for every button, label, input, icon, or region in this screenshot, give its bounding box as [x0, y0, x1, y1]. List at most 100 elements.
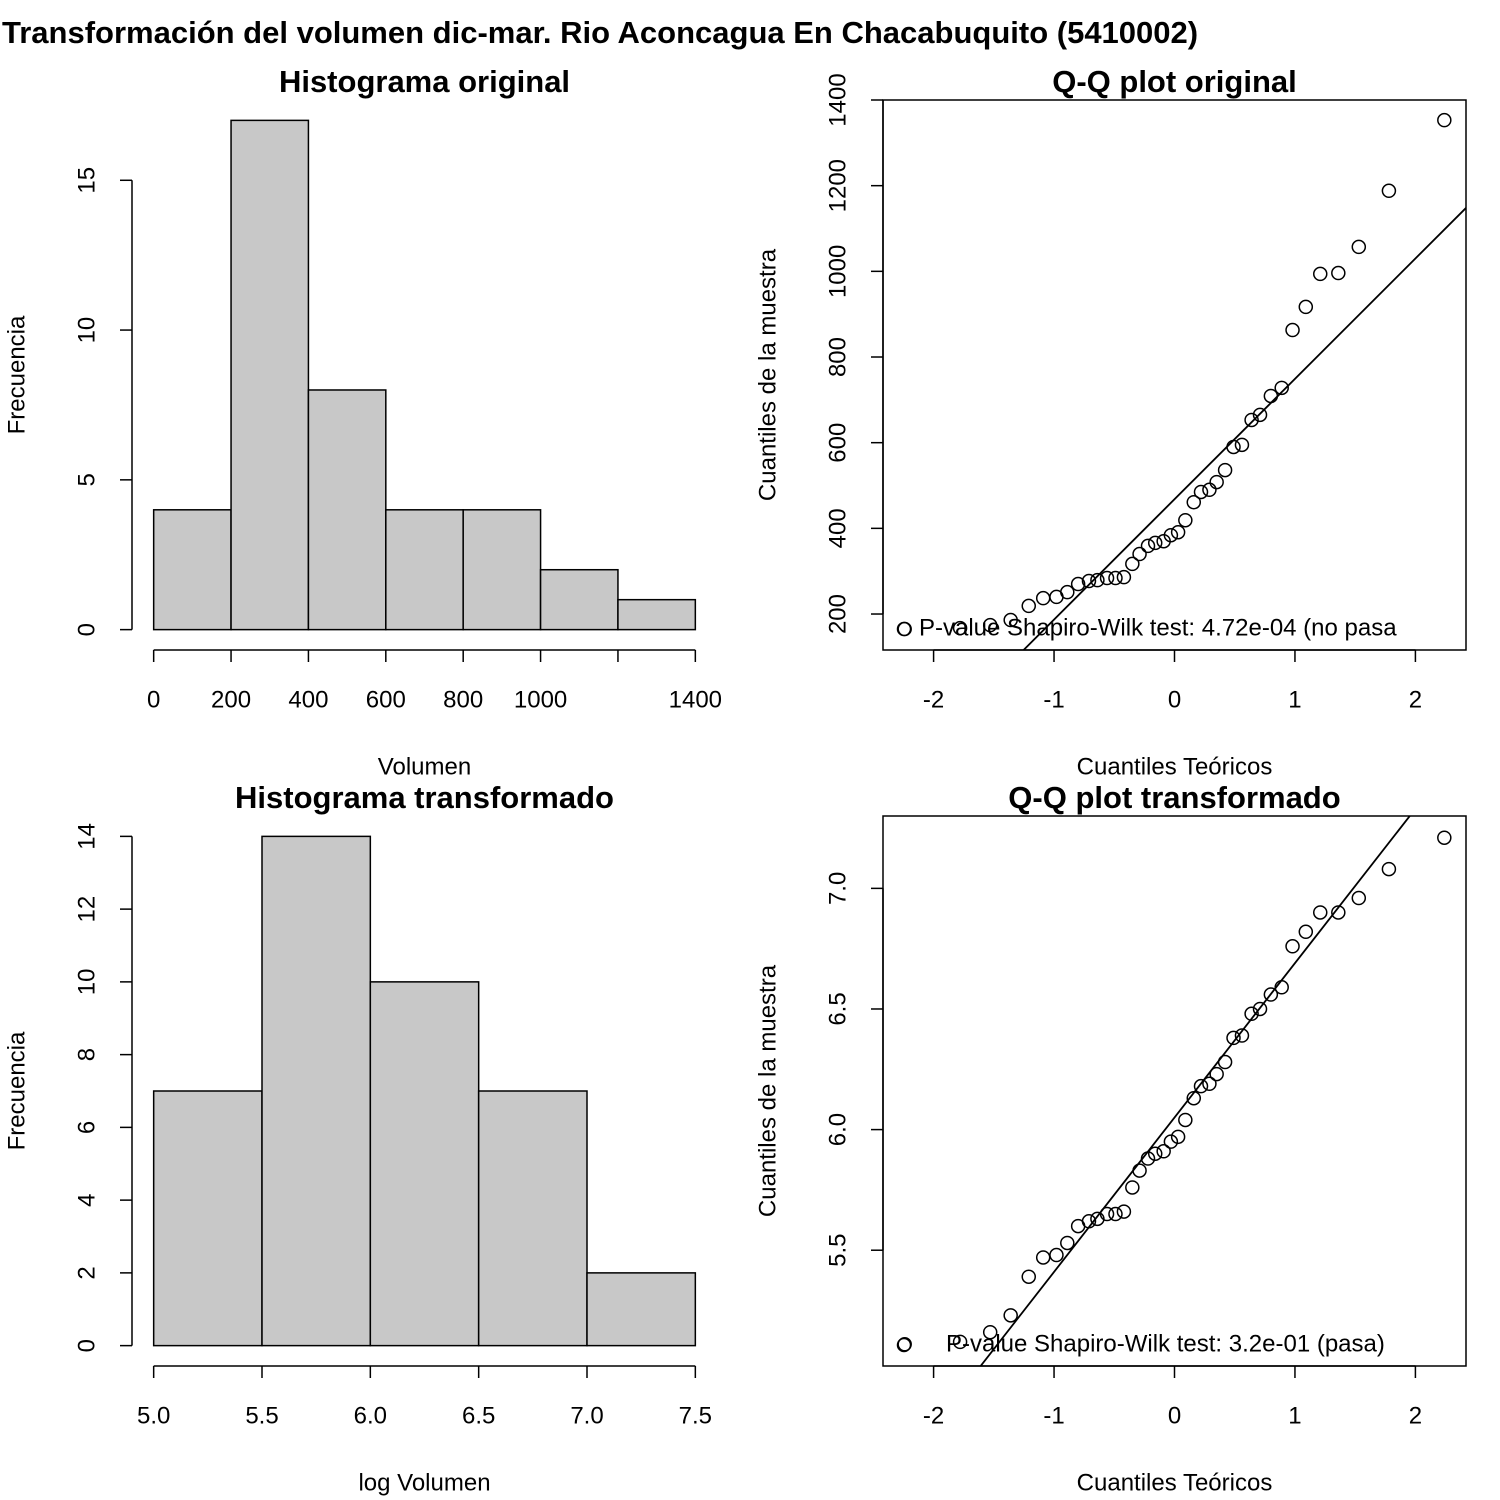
- qq-point: [1035, 1250, 1051, 1265]
- qq-point: [1099, 570, 1115, 586]
- x-tick-label: 0: [147, 686, 160, 713]
- x-tick-label: 7.0: [570, 1402, 603, 1429]
- qq-point: [1351, 239, 1367, 255]
- y-tick-label: 6.5: [824, 992, 851, 1025]
- qq-point: [1125, 1180, 1140, 1195]
- x-tick-label: -1: [1043, 1402, 1064, 1429]
- qq-point: [1209, 1066, 1224, 1082]
- qq-point: [1351, 890, 1367, 906]
- qq-point: [952, 620, 968, 636]
- x-tick-label: 6.0: [354, 1402, 387, 1429]
- panel-title: Histograma original: [279, 64, 570, 99]
- y-tick-label: 200: [824, 594, 851, 634]
- y-tick-label: 600: [824, 423, 851, 463]
- x-tick-label: 1: [1288, 1402, 1301, 1429]
- qq-line: [979, 816, 1411, 1366]
- x-tick-label: 5.5: [245, 1402, 278, 1429]
- qq-point: [1193, 484, 1209, 500]
- qq-point: [1132, 1163, 1147, 1178]
- qq-point: [1217, 1054, 1233, 1070]
- qq-point: [1226, 439, 1241, 455]
- y-tick-label: 2: [73, 1266, 100, 1279]
- qq-point: [1070, 576, 1086, 592]
- histogram-bar: [539, 568, 619, 631]
- histogram-bar: [462, 509, 542, 631]
- qq-point: [1163, 1134, 1179, 1149]
- histogram-bar: [261, 835, 372, 1347]
- qq-point: [1244, 1006, 1259, 1022]
- plot-box: [882, 99, 1467, 651]
- legend-symbol: [896, 621, 912, 637]
- x-tick-label: 5.0: [137, 1402, 170, 1429]
- qq-point: [1274, 980, 1289, 995]
- y-tick-label: 1000: [824, 245, 851, 298]
- legend-text: P-value Shapiro-Wilk test: 3.2e-01 (pasa…: [946, 1330, 1385, 1357]
- qq-point: [1193, 1078, 1209, 1094]
- qq-point: [1132, 546, 1147, 562]
- qq-point: [1331, 905, 1346, 920]
- x-axis-label: Cuantiles Teóricos: [1077, 1469, 1273, 1496]
- legend-symbol: [896, 1337, 912, 1353]
- qq-point: [1170, 524, 1186, 540]
- x-tick-label: 1000: [514, 686, 567, 713]
- plot-box: [882, 815, 1467, 1367]
- y-tick-label: 0: [73, 1339, 100, 1352]
- x-tick-label: 6.5: [462, 1402, 495, 1429]
- y-tick-label: 400: [824, 508, 851, 548]
- histogram-bar: [152, 509, 232, 631]
- qq-point: [1140, 1151, 1156, 1166]
- qq-point: [1163, 527, 1179, 543]
- qq-point: [1140, 538, 1156, 554]
- figure-title: Transformación del volumen dic-mar. Rio …: [2, 15, 1198, 50]
- y-tick-label: 8: [73, 1048, 100, 1061]
- histogram-bar: [369, 981, 480, 1347]
- histogram-bar: [152, 1090, 263, 1347]
- qq-point: [1090, 572, 1105, 588]
- qq-point: [982, 617, 998, 633]
- y-tick-label: 5.5: [824, 1234, 851, 1267]
- x-tick-label: 800: [443, 686, 483, 713]
- x-tick-label: 1: [1288, 686, 1301, 713]
- qq-point: [1331, 265, 1346, 281]
- histogram-bar: [477, 1090, 588, 1347]
- qq-point: [1049, 1247, 1064, 1263]
- qq-point: [1021, 598, 1036, 614]
- y-tick-label: 15: [73, 167, 100, 194]
- qq-point: [1437, 830, 1452, 845]
- x-tick-label: -2: [923, 686, 944, 713]
- qq-point: [1381, 183, 1397, 199]
- qq-point: [1381, 861, 1397, 877]
- qq-point: [1298, 299, 1314, 315]
- histogram-bar: [385, 509, 464, 631]
- qq-point: [1125, 556, 1140, 572]
- qq-point: [1186, 1090, 1202, 1106]
- qq-point: [1156, 1144, 1171, 1159]
- qq-point: [1003, 1308, 1018, 1323]
- legend-text: P-value Shapiro-Wilk test: 4.72e-04 (no …: [919, 614, 1397, 641]
- qq-point: [1081, 1214, 1097, 1229]
- y-tick-label: 0: [73, 623, 100, 636]
- qq-point: [1244, 412, 1259, 428]
- y-tick-label: 12: [73, 896, 100, 923]
- qq-point: [982, 1324, 998, 1340]
- y-tick-label: 10: [73, 317, 100, 344]
- qq-point: [1003, 612, 1018, 628]
- x-tick-label: -1: [1043, 686, 1064, 713]
- x-tick-label: 2: [1409, 686, 1422, 713]
- y-tick-label: 1400: [824, 73, 851, 126]
- qq-point: [1209, 474, 1224, 490]
- x-tick-label: 2: [1409, 1402, 1422, 1429]
- qq-point: [1178, 1112, 1193, 1128]
- qq-point: [1252, 1001, 1268, 1017]
- y-tick-label: 7.0: [824, 872, 851, 905]
- qq-point: [1234, 1028, 1250, 1043]
- x-tick-label: 600: [366, 686, 406, 713]
- y-tick-label: 800: [824, 337, 851, 377]
- y-axis-label: Frecuencia: [3, 315, 30, 434]
- x-axis-label: Cuantiles Teóricos: [1077, 753, 1273, 780]
- qq-point: [1147, 1146, 1163, 1161]
- qq-point: [1170, 1129, 1186, 1145]
- qq-point: [1274, 380, 1289, 396]
- qq-point: [1313, 266, 1328, 282]
